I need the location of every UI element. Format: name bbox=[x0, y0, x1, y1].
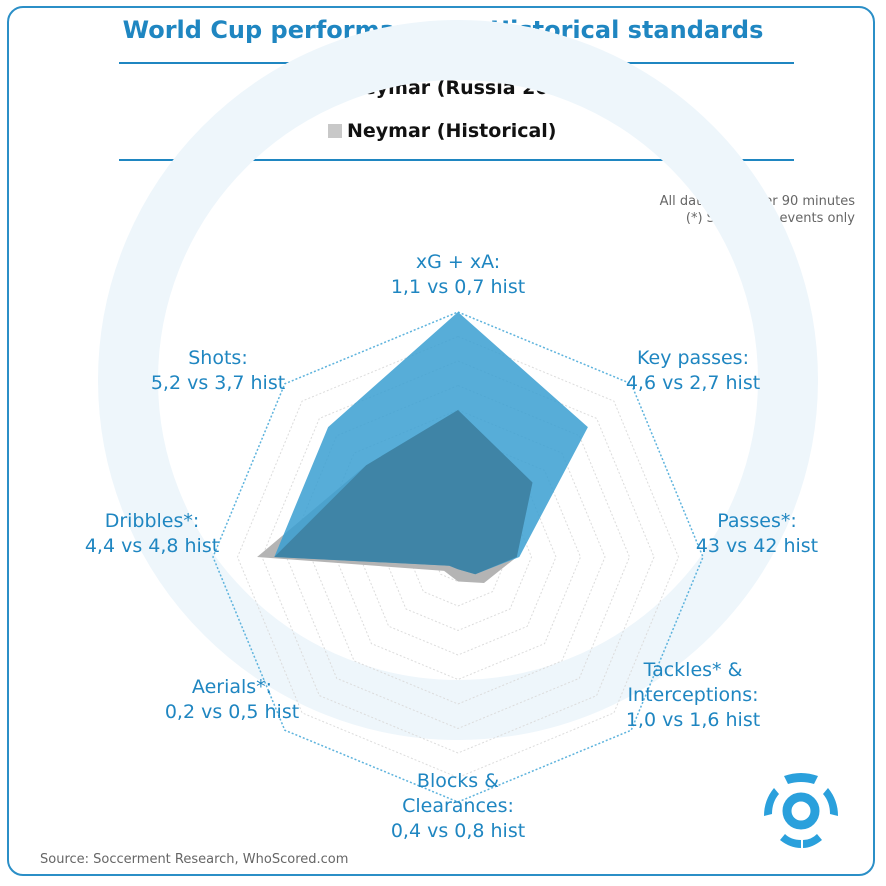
axis-label-2: 43 vs 42 hist bbox=[696, 535, 818, 557]
axis-label-1: Key passes: bbox=[637, 347, 749, 369]
axis-label-0: 1,1 vs 0,7 hist bbox=[391, 276, 525, 298]
axis-label-3: Tackles* & bbox=[643, 659, 743, 681]
axis-label-2: Passes*: bbox=[717, 510, 797, 532]
axis-label-6: Dribbles*: bbox=[105, 510, 200, 532]
series-overlap-area bbox=[274, 410, 533, 575]
axis-label-5: Aerials*: bbox=[192, 676, 272, 698]
soccerment-logo-icon bbox=[764, 773, 838, 848]
legend-swatch-historical bbox=[328, 124, 342, 138]
axis-label-0: xG + xA: bbox=[416, 251, 500, 273]
source-note: Source: Soccerment Research, WhoScored.c… bbox=[40, 852, 349, 867]
axis-label-3: Interceptions: bbox=[627, 684, 758, 706]
watermark-ring bbox=[98, 20, 818, 740]
grid-outer-ring bbox=[212, 311, 704, 803]
legend-label-historical: Neymar (Historical) bbox=[347, 120, 557, 142]
axis-label-6: 4,4 vs 4,8 hist bbox=[85, 535, 219, 557]
axis-label-4: Clearances: bbox=[402, 795, 514, 817]
card-frame bbox=[7, 6, 875, 876]
axis-label-3: 1,0 vs 1,6 hist bbox=[626, 709, 760, 731]
grid-ring bbox=[236, 335, 680, 779]
axis-label-4: Blocks & bbox=[417, 770, 499, 792]
axis-label-4: 0,4 vs 0,8 hist bbox=[391, 820, 525, 842]
legend-divider bbox=[119, 159, 794, 161]
axis-label-7: Shots: bbox=[188, 347, 247, 369]
legend-item-historical: Neymar (Historical) bbox=[328, 119, 556, 143]
axis-label-5: 0,2 vs 0,5 hist bbox=[165, 701, 299, 723]
grid-ring bbox=[285, 384, 631, 730]
grid-ring bbox=[383, 482, 533, 632]
axis-label-7: 5,2 vs 3,7 hist bbox=[151, 372, 285, 394]
axis-label-1: 4,6 vs 2,7 hist bbox=[626, 372, 760, 394]
grid-ring bbox=[261, 360, 655, 754]
